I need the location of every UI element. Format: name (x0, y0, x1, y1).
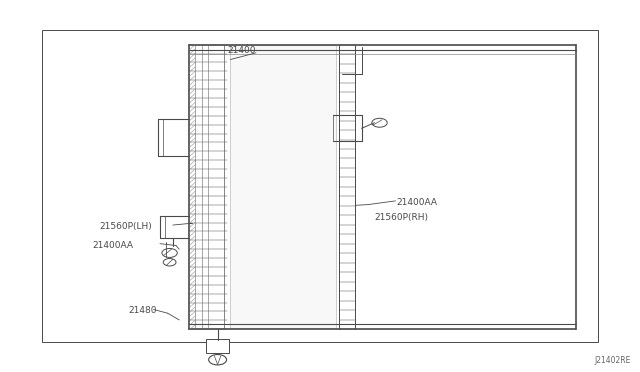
Text: 21560P(LH): 21560P(LH) (99, 222, 152, 231)
Text: 21400AA: 21400AA (397, 198, 438, 207)
Text: 21480: 21480 (128, 306, 157, 315)
Text: 21400: 21400 (227, 46, 256, 55)
Text: 21560P(RH): 21560P(RH) (374, 213, 428, 222)
Text: J21402RE: J21402RE (594, 356, 630, 365)
Bar (230, 45, 336, 328)
Text: 21400AA: 21400AA (93, 241, 134, 250)
Bar (42, 30, 598, 342)
Bar (206, 339, 229, 353)
